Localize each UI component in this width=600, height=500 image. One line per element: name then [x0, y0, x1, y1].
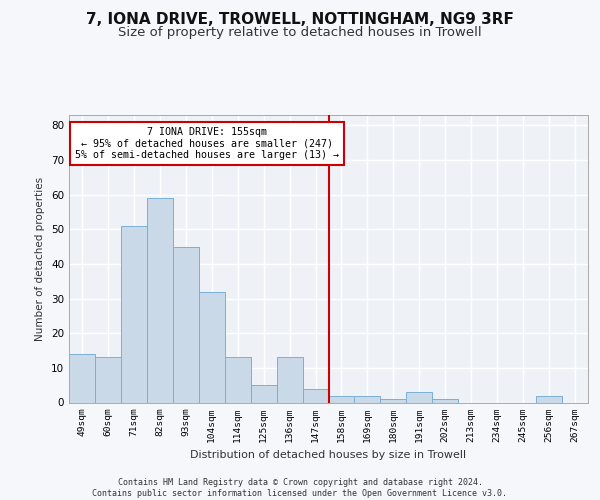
Bar [121, 226, 147, 402]
Bar [302, 388, 329, 402]
Bar [536, 396, 562, 402]
Bar [69, 354, 95, 403]
Bar [355, 396, 380, 402]
Bar [251, 385, 277, 402]
Bar [95, 358, 121, 403]
Bar [329, 396, 355, 402]
X-axis label: Distribution of detached houses by size in Trowell: Distribution of detached houses by size … [190, 450, 467, 460]
Bar [147, 198, 173, 402]
Text: 7 IONA DRIVE: 155sqm
← 95% of detached houses are smaller (247)
5% of semi-detac: 7 IONA DRIVE: 155sqm ← 95% of detached h… [74, 127, 338, 160]
Bar [225, 358, 251, 403]
Bar [380, 399, 406, 402]
Bar [173, 246, 199, 402]
Y-axis label: Number of detached properties: Number of detached properties [35, 176, 46, 341]
Bar [406, 392, 432, 402]
Text: 7, IONA DRIVE, TROWELL, NOTTINGHAM, NG9 3RF: 7, IONA DRIVE, TROWELL, NOTTINGHAM, NG9 … [86, 12, 514, 28]
Text: Size of property relative to detached houses in Trowell: Size of property relative to detached ho… [118, 26, 482, 39]
Text: Contains HM Land Registry data © Crown copyright and database right 2024.
Contai: Contains HM Land Registry data © Crown c… [92, 478, 508, 498]
Bar [199, 292, 224, 403]
Bar [277, 358, 302, 403]
Bar [433, 399, 458, 402]
